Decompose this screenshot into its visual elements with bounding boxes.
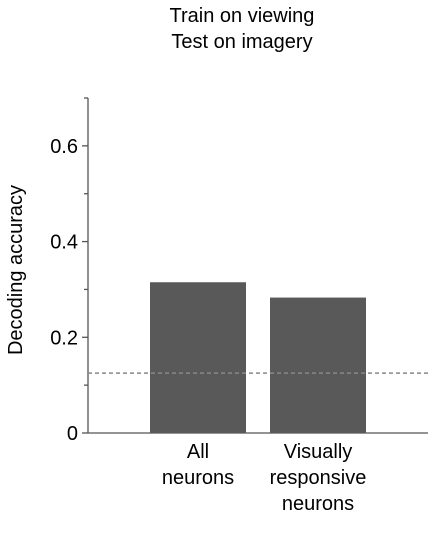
y-tick-label: 0.6 [50, 136, 78, 158]
chart-title: Train on viewing Test on imagery [170, 5, 315, 53]
y-tick-label: 0 [67, 423, 78, 445]
bar [150, 282, 246, 433]
y-axis-label: Decoding accuracy [5, 185, 27, 355]
y-tick-label: 0.4 [50, 232, 78, 254]
bar [270, 297, 366, 433]
y-tick-label: 0.2 [50, 327, 78, 349]
x-tick-label: Visually responsive neurons [270, 441, 367, 515]
x-tick-label: All neurons [162, 441, 234, 489]
